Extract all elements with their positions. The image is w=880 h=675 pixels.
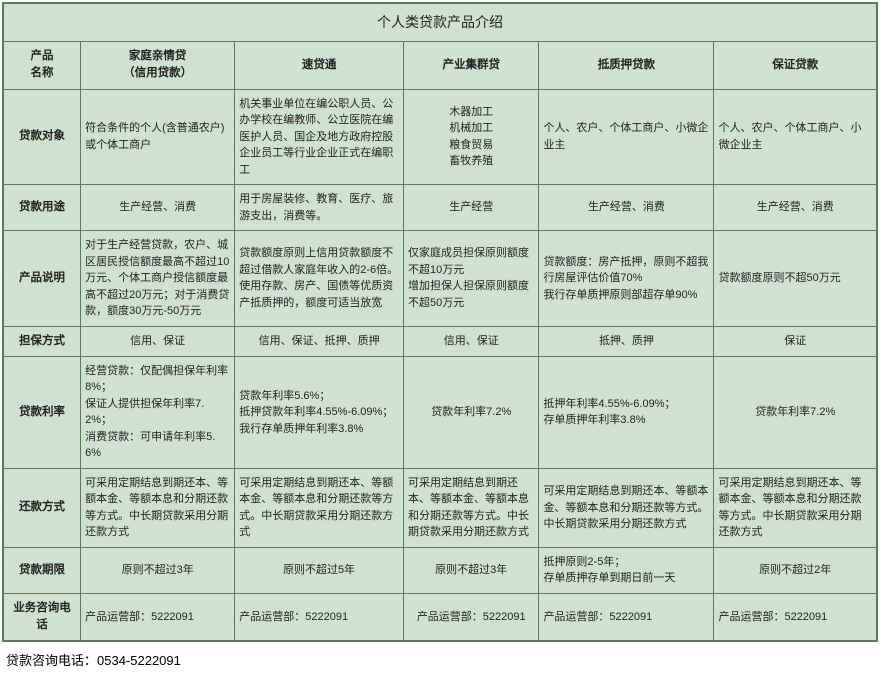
- table-cell: 抵押原则2-5年；存单质押存单到期日前一天: [539, 547, 714, 593]
- table-cell: 符合条件的个人(含普通农户)或个体工商户: [81, 89, 235, 185]
- footer-phone: 贷款咨询电话：0534-5222091: [2, 642, 878, 673]
- table-cell: 原则不超过5年: [235, 547, 404, 593]
- table-cell: 原则不超过3年: [81, 547, 235, 593]
- table-cell: 个人、农户、个体工商户、小微企业主: [714, 89, 877, 185]
- table-cell: 产品运营部：5222091: [81, 593, 235, 641]
- table-cell: 机关事业单位在编公职人员、公办学校在编教师、公立医院在编医护人员、国企及地方政府…: [235, 89, 404, 185]
- table: 个人类贷款产品介绍 产品名称 家庭亲情贷（信用贷款） 速贷通 产业集群贷 抵质押…: [3, 3, 877, 641]
- col-header-collateral: 抵质押贷款: [539, 42, 714, 90]
- row-label: 贷款期限: [4, 547, 81, 593]
- col-header-family: 家庭亲情贷（信用贷款）: [81, 42, 235, 90]
- table-cell: 贷款年利率7.2%: [714, 356, 877, 468]
- table-cell: 经营贷款：仅配偶担保年利率8%；保证人提供担保年利率7.2%；消费贷款：可申请年…: [81, 356, 235, 468]
- table-cell: 抵押年利率4.55%-6.09%；存单质押年利率3.8%: [539, 356, 714, 468]
- header-row: 产品名称 家庭亲情贷（信用贷款） 速贷通 产业集群贷 抵质押贷款 保证贷款: [4, 42, 877, 90]
- table-cell: 生产经营: [404, 185, 539, 231]
- row-label: 产品说明: [4, 231, 81, 327]
- table-row: 贷款利率经营贷款：仅配偶担保年利率8%；保证人提供担保年利率7.2%；消费贷款：…: [4, 356, 877, 468]
- table-row: 还款方式可采用定期结息到期还本、等额本金、等额本息和分期还款等方式。中长期贷款采…: [4, 468, 877, 547]
- table-cell: 木器加工机械加工粮食贸易畜牧养殖: [404, 89, 539, 185]
- table-cell: 贷款年利率5.6%；抵押贷款年利率4.55%-6.09%；我行存单质押年利率3.…: [235, 356, 404, 468]
- table-cell: 贷款额度：房产抵押，原则不超我行房屋评估价值70%我行存单质押原则部超存单90%: [539, 231, 714, 327]
- table-cell: 可采用定期结息到期还本、等额本金、等额本息和分期还款等方式。中长期贷款采用分期还…: [404, 468, 539, 547]
- table-row: 业务咨询电话产品运营部：5222091产品运营部：5222091产品运营部：52…: [4, 593, 877, 641]
- table-cell: 信用、保证、抵押、质押: [235, 326, 404, 356]
- table-cell: 原则不超过2年: [714, 547, 877, 593]
- col-header-industry: 产业集群贷: [404, 42, 539, 90]
- row-label: 业务咨询电话: [4, 593, 81, 641]
- table-cell: 信用、保证: [81, 326, 235, 356]
- loan-products-table: 个人类贷款产品介绍 产品名称 家庭亲情贷（信用贷款） 速贷通 产业集群贷 抵质押…: [2, 2, 878, 642]
- row-label: 贷款用途: [4, 185, 81, 231]
- table-row: 担保方式信用、保证信用、保证、抵押、质押信用、保证抵押、质押保证: [4, 326, 877, 356]
- table-cell: 产品运营部：5222091: [714, 593, 877, 641]
- table-cell: 用于房屋装修、教育、医疗、旅游支出，消费等。: [235, 185, 404, 231]
- table-cell: 贷款额度原则上信用贷款额度不超过借款人家庭年收入的2-6倍。使用存款、房产、国债…: [235, 231, 404, 327]
- title-row: 个人类贷款产品介绍: [4, 4, 877, 42]
- table-cell: 生产经营、消费: [714, 185, 877, 231]
- row-label: 担保方式: [4, 326, 81, 356]
- table-cell: 可采用定期结息到期还本、等额本金、等额本息和分期还款等方式。中长期贷款采用分期还…: [235, 468, 404, 547]
- table-row: 贷款对象符合条件的个人(含普通农户)或个体工商户机关事业单位在编公职人员、公办学…: [4, 89, 877, 185]
- table-cell: 生产经营、消费: [81, 185, 235, 231]
- table-cell: 原则不超过3年: [404, 547, 539, 593]
- table-cell: 可采用定期结息到期还本、等额本金、等额本息和分期还款等方式。中长期贷款采用分期还…: [539, 468, 714, 547]
- row-label: 还款方式: [4, 468, 81, 547]
- row-label: 贷款利率: [4, 356, 81, 468]
- table-row: 贷款用途生产经营、消费用于房屋装修、教育、医疗、旅游支出，消费等。生产经营生产经…: [4, 185, 877, 231]
- table-cell: 产品运营部：5222091: [404, 593, 539, 641]
- table-cell: 贷款年利率7.2%: [404, 356, 539, 468]
- row-label: 贷款对象: [4, 89, 81, 185]
- table-cell: 生产经营、消费: [539, 185, 714, 231]
- table-cell: 保证: [714, 326, 877, 356]
- table-cell: 可采用定期结息到期还本、等额本金、等额本息和分期还款等方式。中长期贷款采用分期还…: [81, 468, 235, 547]
- table-cell: 仅家庭成员担保原则额度不超10万元增加担保人担保原则额度不超50万元: [404, 231, 539, 327]
- col-header-product-name: 产品名称: [4, 42, 81, 90]
- col-header-sudai: 速贷通: [235, 42, 404, 90]
- table-row: 贷款期限原则不超过3年原则不超过5年原则不超过3年抵押原则2-5年；存单质押存单…: [4, 547, 877, 593]
- table-cell: 产品运营部：5222091: [235, 593, 404, 641]
- table-cell: 对于生产经营贷款，农户、城区居民授信额度最高不超过10万元、个体工商户授信额度最…: [81, 231, 235, 327]
- table-cell: 贷款额度原则不超50万元: [714, 231, 877, 327]
- table-cell: 产品运营部：5222091: [539, 593, 714, 641]
- table-cell: 信用、保证: [404, 326, 539, 356]
- table-title: 个人类贷款产品介绍: [4, 4, 877, 42]
- table-cell: 抵押、质押: [539, 326, 714, 356]
- table-cell: 个人、农户、个体工商户、小微企业主: [539, 89, 714, 185]
- table-row: 产品说明对于生产经营贷款，农户、城区居民授信额度最高不超过10万元、个体工商户授…: [4, 231, 877, 327]
- table-cell: 可采用定期结息到期还本、等额本金、等额本息和分期还款等方式。中长期贷款采用分期还…: [714, 468, 877, 547]
- col-header-guarantee: 保证贷款: [714, 42, 877, 90]
